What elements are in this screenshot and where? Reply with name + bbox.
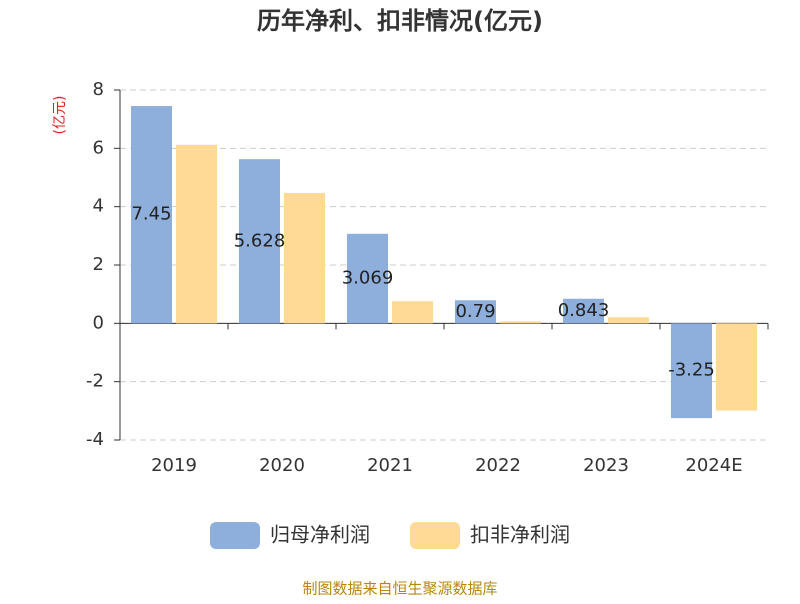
bar	[455, 300, 496, 324]
chart-title: 历年净利、扣非情况(亿元)	[257, 7, 543, 35]
bar	[284, 192, 325, 324]
legend-label: 归母净利润	[270, 523, 370, 547]
bar	[347, 233, 388, 324]
data-label: 5.628	[234, 230, 286, 251]
x-tick-label: 2022	[475, 455, 521, 476]
x-tick-label: 2023	[583, 455, 629, 476]
data-label: 7.45	[131, 204, 171, 225]
data-label: 0.843	[558, 300, 610, 321]
bar	[131, 106, 172, 324]
legend-swatch	[210, 522, 260, 549]
legend-label: 扣非净利润	[470, 523, 570, 547]
y-tick-label: -4	[86, 429, 104, 450]
bar	[392, 301, 433, 324]
data-label: 0.79	[455, 301, 495, 322]
y-tick-label: 0	[93, 312, 104, 333]
bar	[608, 317, 649, 324]
x-tick-label: 2024E	[685, 455, 742, 476]
x-tick-label: 2020	[259, 455, 305, 476]
y-axis-label: (亿元)	[52, 96, 68, 135]
source-note: 制图数据来自恒生聚源数据库	[302, 580, 497, 598]
legend-swatch	[410, 522, 460, 549]
y-tick-label: -2	[86, 371, 104, 392]
bar	[563, 298, 604, 324]
bar	[176, 144, 217, 324]
y-tick-label: 6	[93, 137, 104, 158]
data-label: -3.25	[668, 360, 715, 381]
bar	[500, 321, 541, 324]
bar	[239, 159, 280, 324]
y-tick-label: 4	[93, 196, 104, 217]
x-tick-label: 2021	[367, 455, 413, 476]
x-tick-label: 2019	[151, 455, 197, 476]
bar	[716, 323, 757, 411]
y-tick-label: 2	[93, 254, 104, 275]
data-label: 3.069	[342, 268, 394, 289]
bar	[671, 323, 712, 419]
y-tick-label: 8	[93, 79, 104, 100]
